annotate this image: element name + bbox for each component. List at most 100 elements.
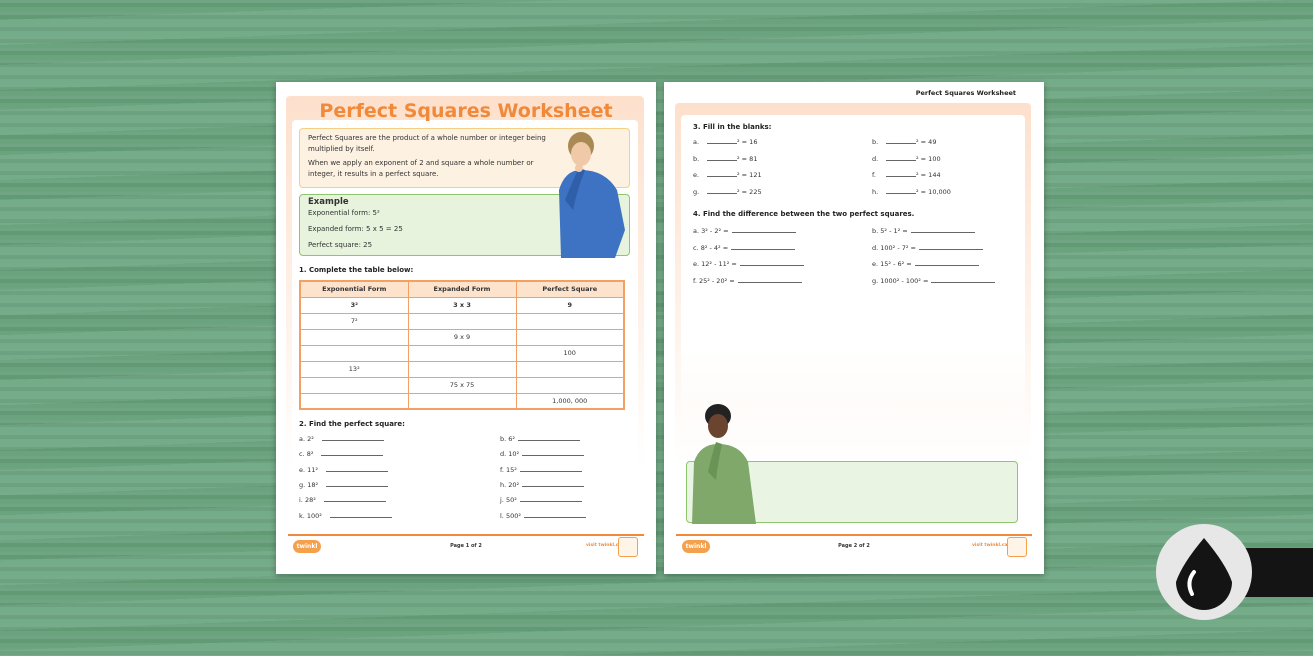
table-cell <box>515 376 625 394</box>
item-label: a. 2² <box>299 435 314 443</box>
table-cell: 9 x 9 <box>407 328 517 346</box>
worksheet-page-1: Perfect Squares Worksheet Perfect Square… <box>276 82 656 574</box>
item-equation: ² = 49 <box>916 138 937 146</box>
answer-blank[interactable] <box>522 485 585 487</box>
table-cell: 13² <box>299 360 409 378</box>
q4-item: e. 12² - 11² = <box>693 260 804 268</box>
item-equation: ² = 81 <box>737 154 758 163</box>
q3-item: g. ² = 225 <box>693 188 762 196</box>
q4-item: b. 5² - 1² = <box>872 227 975 235</box>
item-label: l. 500² <box>500 511 521 520</box>
answer-blank[interactable] <box>886 192 916 194</box>
answer-blank[interactable] <box>321 455 384 457</box>
q3-item: h. ² = 10,000 <box>872 188 951 196</box>
answer-blank[interactable] <box>931 281 996 283</box>
squares-table: Exponential Form Expanded Form Perfect Squ… <box>299 280 625 410</box>
example-line: Perfect square: 25 <box>308 241 373 249</box>
answer-blank[interactable] <box>731 232 796 233</box>
site-link: visit twinkl.ca <box>586 543 622 548</box>
item-equation: ² = 16 <box>737 138 758 146</box>
q4-item: a. 3² - 2² = <box>693 227 796 235</box>
answer-blank[interactable] <box>886 176 916 177</box>
item-label: f. 15² <box>500 465 517 474</box>
answer-blank[interactable] <box>326 485 389 487</box>
item-equation: ² = 10,000 <box>916 187 951 196</box>
item-label: d. 10² <box>500 450 520 459</box>
example-heading: Example <box>308 197 349 207</box>
item-label: i. 28² <box>299 496 316 505</box>
answer-blank[interactable] <box>522 455 585 457</box>
item-label: h. 20² <box>500 480 520 489</box>
q2-item: g. 18² <box>299 481 389 489</box>
item-label: e. 11² <box>299 465 319 474</box>
answer-blank[interactable] <box>886 159 916 161</box>
q2-item: d. 10² <box>500 450 585 459</box>
twinkl-logo: twinkl <box>682 540 710 553</box>
answer-blank[interactable] <box>707 192 737 194</box>
q3-item: f. ² = 144 <box>872 171 941 179</box>
item-label: f. 25² - 20² = <box>693 276 735 285</box>
table-cell <box>299 344 409 362</box>
answer-blank[interactable] <box>731 248 796 250</box>
q3-item: b. ² = 81 <box>693 155 757 163</box>
q4-item: d. 100² - 7² = <box>872 244 984 252</box>
q2-item: a. 2² <box>299 435 384 443</box>
table-row: 1,000, 000 <box>299 392 625 410</box>
answer-blank[interactable] <box>914 265 979 266</box>
answer-blank[interactable] <box>518 440 580 441</box>
answer-blank[interactable] <box>707 176 737 177</box>
example-line: Exponential form: 5² <box>308 209 380 217</box>
item-equation: ² = 144 <box>916 171 941 179</box>
q2-item: b. 6² <box>500 435 580 443</box>
boy-illustration <box>559 132 625 258</box>
question-3: 3. Fill in the blanks: <box>693 123 772 131</box>
q3-item: d. ² = 100 <box>872 155 941 163</box>
table-cell <box>299 392 409 410</box>
answer-blank[interactable] <box>737 281 802 283</box>
table-cell: 1,000, 000 <box>515 392 625 410</box>
item-letter: g. <box>693 187 700 196</box>
answer-blank[interactable] <box>919 248 984 250</box>
answer-blank[interactable] <box>519 501 582 503</box>
answer-blank[interactable] <box>523 516 586 518</box>
answer-blank[interactable] <box>329 516 392 518</box>
q3-item: b. ² = 49 <box>872 138 936 146</box>
watermark-bar <box>1240 548 1313 597</box>
table-cell: 3 x 3 <box>407 296 517 314</box>
answer-blank[interactable] <box>910 232 975 233</box>
q3-item: e. ² = 121 <box>693 171 762 179</box>
item-label: c. 8² <box>299 450 314 459</box>
twinkl-logo: twinkl <box>293 540 321 553</box>
answer-blank[interactable] <box>323 501 386 503</box>
q2-item: c. 8² <box>299 450 384 459</box>
table-cell <box>515 328 625 346</box>
watermark-badge <box>1156 524 1252 620</box>
answer-blank[interactable] <box>321 440 384 441</box>
item-letter: d. <box>872 154 879 163</box>
answer-blank[interactable] <box>707 143 737 144</box>
question-4: 4. Find the difference between the two p… <box>693 210 915 218</box>
q2-item: k. 100² <box>299 512 392 520</box>
page-number: Page 1 of 2 <box>450 543 482 549</box>
item-letter: e. <box>693 171 700 179</box>
item-label: a. 3² - 2² = <box>693 227 729 235</box>
answer-blank[interactable] <box>886 143 916 144</box>
answer-blank[interactable] <box>739 265 804 266</box>
table-cell: 3² <box>299 296 409 314</box>
question-2: 2. Find the perfect square: <box>299 420 405 428</box>
site-link: visit twinkl.ca <box>972 543 1008 548</box>
q4-item: c. 8² - 4² = <box>693 244 796 252</box>
answer-blank[interactable] <box>519 470 582 472</box>
footer-divider <box>288 534 644 536</box>
table-cell <box>299 376 409 394</box>
item-letter: b. <box>872 138 879 146</box>
q2-item: l. 500² <box>500 512 586 520</box>
example-line: Expanded form: 5 x 5 = 25 <box>308 225 403 233</box>
page-header: Perfect Squares Worksheet <box>915 89 1016 97</box>
table-cell: 9 <box>515 296 625 314</box>
q4-item: g. 1000² - 100² = <box>872 277 996 285</box>
q2-item: h. 20² <box>500 480 585 489</box>
intro-text: When we apply an exponent of 2 and squar… <box>308 159 534 178</box>
answer-blank[interactable] <box>707 159 737 161</box>
answer-blank[interactable] <box>326 470 389 472</box>
